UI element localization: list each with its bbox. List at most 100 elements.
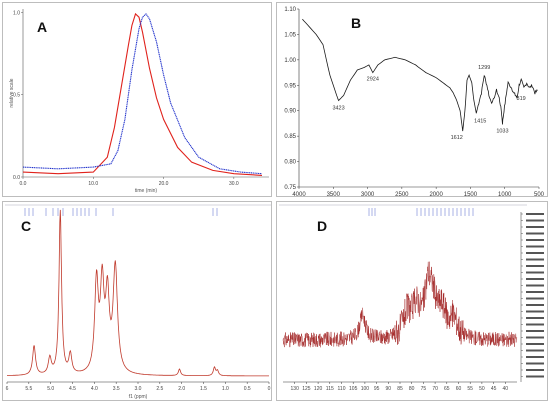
y-tick-label: [526, 258, 544, 261]
x-tick-label: 125: [302, 386, 311, 392]
x-tick-label: 3500: [327, 192, 341, 198]
series-line-2: [22, 13, 263, 175]
y-tick-label: 1.05: [284, 32, 296, 38]
x-tick-label: 4.5: [69, 386, 76, 392]
y-tick-label: [526, 226, 544, 228]
y-tick-label: 0.75: [284, 185, 296, 191]
x-tick-label: 3.0: [135, 386, 142, 392]
x-tick-label: 0.0: [20, 181, 27, 187]
x-tick-label: 3.5: [113, 386, 120, 392]
y-tick-label: [526, 219, 544, 222]
x-tick-label: 75: [421, 386, 427, 392]
ir-spectrum-line: [302, 18, 538, 132]
panel-c: 6 5.5 5.0 4.5 4.0 3.5 3.0 2.5 2.0 1.5 1.0 0.5 0 f1 (p…: [2, 201, 272, 401]
x-axis-label: time (min): [135, 188, 158, 194]
y-tick-label: [526, 245, 544, 248]
y-tick-label: [526, 252, 544, 254]
y-tick-label: [526, 317, 544, 319]
peak-label-819: 819: [517, 96, 526, 102]
x-tick-label: 70: [432, 386, 438, 392]
x-tick-label: 500: [534, 192, 545, 198]
panel-letter-b: B: [351, 15, 362, 31]
y-tick-label: [526, 213, 544, 215]
peak-label-3423: 3423: [332, 106, 344, 112]
peak-label-1033: 1033: [496, 128, 508, 134]
x-tick-label: 80: [409, 386, 415, 392]
y-tick-label: [526, 284, 544, 287]
peak-label-1299: 1299: [478, 65, 490, 71]
x-tick-label: 4000: [292, 192, 306, 198]
x-tick-label: 1.0: [222, 386, 229, 392]
x-tick-label: 2500: [395, 192, 409, 198]
panel-letter-c: C: [21, 218, 32, 234]
panel-a: 0.0 10.0 20.0 30.0 0.0 0.5 1.0 relative scale ti…: [2, 2, 272, 197]
c-nmr-spectrum-line: [282, 261, 518, 348]
y-tick-label: 0.90: [284, 109, 296, 115]
x-tick-label: 6: [6, 386, 9, 392]
y-tick-label: 0.85: [284, 134, 296, 140]
y-tick-label: [526, 271, 544, 274]
y-tick-label: [526, 349, 544, 352]
y-axis-label: relative scale: [9, 78, 15, 107]
y-tick-label: [526, 278, 544, 280]
x-tick-label: 120: [314, 386, 323, 392]
x-tick-label: 40: [503, 386, 509, 392]
x-tick-label: 90: [386, 386, 392, 392]
y-tick-label: 1.00: [284, 58, 296, 64]
y-tick-label: [526, 375, 544, 378]
x-tick-label: 20.0: [159, 181, 169, 187]
peak-label-1612: 1612: [451, 135, 463, 141]
y-tick-label: [526, 323, 544, 326]
panel-b: 4000 3500 3000 2500 2000 1500 1000 500 1.10 1.05 1…: [276, 2, 548, 198]
y-tick-label: [526, 362, 544, 365]
x-tick-label: 115: [326, 386, 334, 392]
x-tick-label: 65: [444, 386, 450, 392]
x-tick-label: 1000: [498, 192, 512, 198]
y-tick-label: 0.80: [284, 160, 296, 166]
y-tick-label: [526, 369, 544, 371]
panel-letter-a: A: [37, 19, 48, 35]
x-tick-label: 50: [479, 386, 485, 392]
x-tick-label: 105: [349, 386, 358, 392]
peak-label-1415: 1415: [474, 118, 486, 124]
x-tick-label: 55: [467, 386, 473, 392]
y-tick-label: 0.95: [284, 83, 296, 89]
x-tick-label: 3000: [361, 192, 375, 198]
x-axis-label: f1 (ppm): [129, 394, 148, 400]
y-tick-label: [526, 336, 544, 339]
y-tick-label: [526, 356, 544, 358]
x-tick-label: 130: [291, 386, 300, 392]
x-tick-label: 30.0: [229, 181, 239, 187]
x-tick-label: 1.5: [200, 386, 207, 392]
panel-letter-d: D: [317, 218, 328, 234]
y-tick-label: 1.0: [13, 10, 20, 16]
y-tick-label: [526, 304, 544, 306]
y-tick-label: [526, 239, 544, 241]
y-tick-label: [526, 232, 544, 235]
y-tick-label: [526, 310, 544, 313]
chart-d: 130 125 120 115 110 105 100 95 90 85 80 75 70 65 60 55 5…: [279, 204, 544, 392]
x-tick-label: 2000: [429, 192, 443, 198]
x-tick-label: 100: [361, 386, 370, 392]
y-tick-label: [526, 330, 544, 332]
x-tick-label: 1500: [464, 192, 478, 198]
x-tick-label: 85: [397, 386, 403, 392]
chart-c: 6 5.5 5.0 4.5 4.0 3.5 3.0 2.5 2.0 1.5 1.0 0.5 0 f1 (p…: [5, 204, 271, 400]
x-tick-label: 2.0: [178, 386, 185, 392]
x-tick-label: 5.0: [47, 386, 54, 392]
x-tick-label: 4.0: [91, 386, 98, 392]
y-tick-label: 0.5: [13, 93, 20, 99]
x-tick-label: 5.5: [25, 386, 32, 392]
x-tick-label: 95: [374, 386, 380, 392]
x-tick-label: 60: [456, 386, 462, 392]
y-tick-label: 0.0: [13, 175, 20, 181]
chart-a: 0.0 10.0 20.0 30.0 0.0 0.5 1.0 relative scale ti…: [9, 9, 269, 194]
x-tick-label: 45: [491, 386, 497, 392]
h-nmr-spectrum-line: [7, 209, 269, 377]
x-tick-label: 0.5: [244, 386, 251, 392]
y-tick-label: 1.10: [284, 7, 296, 13]
series-line-1: [22, 12, 263, 176]
x-tick-label: 2.5: [156, 386, 163, 392]
x-tick-label: 10.0: [88, 181, 98, 187]
y-tick-label: [526, 265, 544, 267]
